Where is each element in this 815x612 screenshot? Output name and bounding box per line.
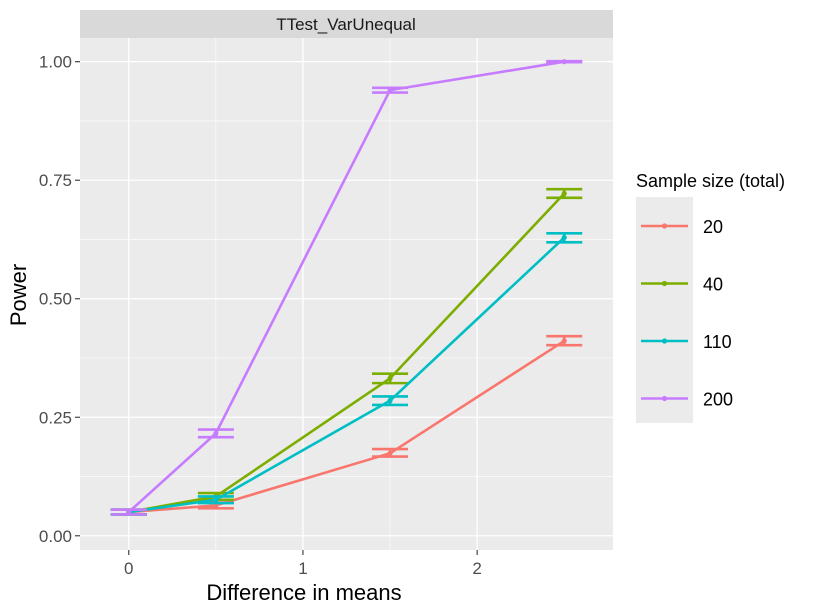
legend-key-point — [661, 280, 668, 287]
legend-item-200: 200 — [641, 390, 733, 410]
legend-title: Sample size (total) — [636, 171, 785, 191]
x-tick-label: 2 — [472, 559, 481, 578]
series-line — [128, 236, 566, 514]
facet-strip — [80, 10, 613, 38]
y-tick-label: 0.75 — [39, 171, 72, 190]
legend-item-40: 40 — [641, 275, 723, 295]
series-200 — [110, 59, 583, 516]
data-point — [561, 190, 567, 197]
data-point — [387, 398, 393, 404]
legend-item-110: 110 — [641, 332, 732, 352]
legend-key-point — [661, 338, 668, 344]
data-point — [387, 450, 393, 456]
x-tick-label: 0 — [124, 559, 133, 578]
data-point — [213, 430, 219, 436]
legend-label: 110 — [703, 332, 732, 352]
plot-panel-background — [80, 38, 613, 550]
legend-item-20: 20 — [641, 217, 723, 237]
y-tick-label: 0.00 — [39, 527, 72, 546]
legend-label: 200 — [703, 390, 733, 410]
legend-key-point — [661, 223, 668, 229]
data-point — [387, 87, 393, 93]
x-tick-label: 1 — [298, 559, 307, 578]
y-axis-title: Power — [6, 264, 31, 326]
legend-label: 20 — [703, 217, 723, 237]
series-line — [127, 60, 565, 514]
legend-key-background — [636, 197, 693, 423]
y-tick-label: 1.00 — [39, 53, 72, 72]
data-point — [561, 338, 567, 344]
facet-title: TTest_VarUnequal — [276, 15, 416, 34]
data-point — [387, 375, 393, 381]
data-point — [561, 59, 567, 65]
legend-key-point — [661, 395, 668, 402]
x-axis-title: Difference in means — [206, 580, 401, 605]
legend: Sample size (total) 20 40 110 200 — [636, 171, 785, 423]
y-tick-label: 0.25 — [39, 408, 72, 427]
legend-label: 40 — [703, 275, 723, 295]
data-point — [213, 497, 219, 503]
series-line — [128, 339, 565, 514]
data-point — [126, 509, 132, 515]
series-line — [128, 192, 566, 514]
data-point — [561, 234, 567, 241]
y-tick-label: 0.50 — [39, 290, 72, 309]
